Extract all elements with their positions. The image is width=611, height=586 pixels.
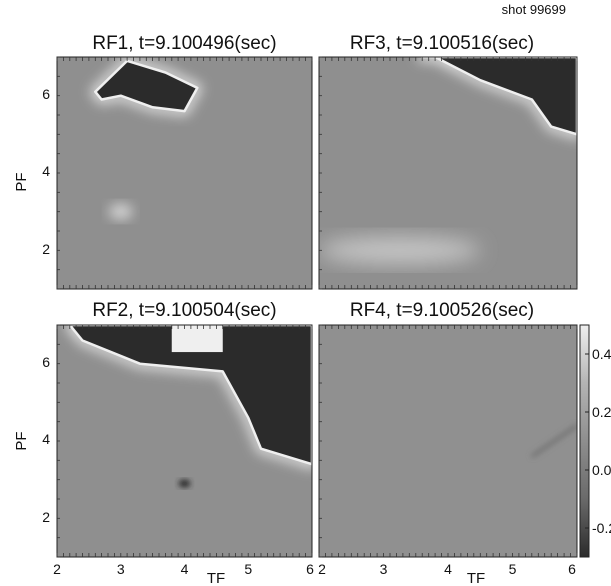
bright-band — [319, 236, 481, 265]
dark-region — [94, 59, 199, 113]
dark-spot — [178, 479, 191, 488]
panel-title: RF3, t=9.100516(sec) — [350, 33, 534, 54]
x-tick-label: 3 — [380, 561, 388, 577]
x-tick-label: 5 — [509, 561, 517, 577]
colorbar-gradient — [579, 324, 590, 558]
y-axis-label: PF — [13, 172, 30, 191]
y-tick-label: 6 — [42, 354, 50, 370]
y-axis-label: PF — [13, 431, 30, 450]
minor-ticks — [56, 56, 313, 290]
dark-region — [420, 57, 577, 136]
colorbar: 0.4 0.2 0.0 -0.2 — [579, 324, 611, 558]
x-tick-label: 2 — [318, 561, 326, 577]
x-tick-label: 2 — [53, 561, 61, 577]
x-tick-label: 6 — [306, 561, 314, 577]
colorbar-ticks: 0.4 0.2 0.0 -0.2 — [585, 346, 611, 536]
panel-rf1: RF1, t=9.100496(sec) 6 4 2 PF — [13, 33, 313, 290]
colorbar-tick-label: -0.2 — [592, 520, 611, 536]
bright-block — [171, 325, 223, 353]
bright-spot — [108, 203, 133, 220]
x-tick-label: 3 — [117, 561, 125, 577]
x-tick-label: 5 — [244, 561, 252, 577]
y-tick-label: 4 — [42, 163, 50, 179]
heatmap-features — [90, 57, 203, 220]
x-tick-label: 4 — [444, 561, 452, 577]
colorbar-tick-label: 0.2 — [592, 404, 611, 420]
y-tick-label: 2 — [42, 241, 50, 257]
heatmap-features — [64, 325, 312, 488]
panel-rf4: RF4, t=9.100526(sec) 2 3 4 5 6 TF — [318, 300, 578, 586]
panel-rf2: RF2, t=9.100504(sec) 6 4 2 PF 2 3 4 5 6 … — [13, 300, 314, 586]
minor-ticks — [56, 324, 313, 558]
heatmap-features — [319, 57, 577, 265]
panel-title: RF4, t=9.100526(sec) — [350, 300, 534, 321]
dark-region — [68, 325, 312, 466]
minor-ticks — [318, 56, 578, 290]
panel-title: RF1, t=9.100496(sec) — [92, 33, 276, 54]
heatmap-features — [531, 424, 577, 458]
minor-ticks — [318, 324, 578, 558]
y-tick-label: 2 — [42, 509, 50, 525]
x-axis-label: TF — [467, 570, 485, 586]
x-tick-label: 4 — [181, 561, 189, 577]
heatmap-field — [319, 325, 577, 557]
panel-rf3: RF3, t=9.100516(sec) — [318, 33, 578, 290]
dark-streak — [531, 424, 577, 458]
y-tick-label: 4 — [42, 431, 50, 447]
x-axis-label: TF — [207, 570, 225, 586]
x-tick-label: 6 — [568, 561, 576, 577]
shot-annotation: shot 99699 — [502, 2, 566, 17]
colorbar-tick-label: 0.4 — [592, 346, 611, 362]
panel-title: RF2, t=9.100504(sec) — [92, 300, 276, 321]
y-tick-label: 6 — [42, 86, 50, 102]
colorbar-tick-label: 0.0 — [592, 462, 611, 478]
